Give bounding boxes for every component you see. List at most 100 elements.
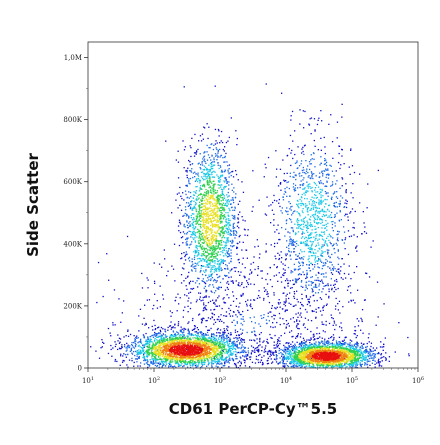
- data-point: [190, 217, 192, 219]
- data-point: [184, 212, 186, 215]
- data-point: [208, 126, 210, 128]
- data-point: [281, 308, 284, 310]
- data-point: [313, 366, 315, 368]
- data-point: [225, 315, 227, 317]
- data-point: [123, 336, 125, 338]
- data-point: [227, 140, 229, 142]
- data-point: [207, 259, 209, 261]
- data-point: [299, 227, 301, 229]
- data-point: [315, 197, 317, 199]
- data-point: [298, 268, 300, 270]
- data-point: [317, 250, 319, 252]
- data-point: [235, 358, 237, 360]
- data-point: [184, 363, 186, 365]
- data-point: [227, 203, 229, 205]
- data-point: [326, 366, 328, 368]
- data-point: [136, 335, 138, 337]
- data-point: [226, 275, 228, 277]
- data-point: [314, 286, 317, 288]
- data-point: [286, 278, 288, 280]
- data-point: [296, 203, 298, 205]
- data-point: [338, 366, 341, 369]
- data-point: [321, 337, 323, 339]
- data-point: [203, 252, 205, 254]
- data-point: [249, 269, 252, 271]
- data-point: [231, 239, 233, 241]
- data-point: [304, 197, 306, 200]
- data-point: [313, 266, 316, 268]
- data-point: [194, 235, 197, 237]
- data-point: [335, 343, 337, 346]
- data-point: [347, 343, 349, 345]
- data-point: [313, 220, 315, 222]
- data-point: [203, 338, 205, 340]
- data-point: [296, 220, 298, 222]
- data-point: [346, 200, 348, 202]
- data-point: [259, 344, 261, 346]
- data-point: [292, 230, 294, 233]
- data-point: [294, 188, 296, 191]
- data-point: [197, 286, 199, 288]
- data-point: [314, 217, 316, 219]
- data-point: [101, 346, 103, 348]
- data-point: [335, 324, 337, 326]
- data-point: [359, 346, 361, 349]
- data-point: [182, 365, 184, 368]
- data-point: [138, 315, 140, 317]
- data-point: [282, 292, 284, 294]
- data-point: [235, 363, 237, 365]
- data-point: [237, 347, 239, 349]
- data-point: [354, 348, 356, 351]
- data-point: [95, 350, 97, 352]
- data-point: [236, 247, 238, 250]
- data-point: [126, 235, 129, 238]
- data-point: [214, 341, 216, 343]
- data-point: [193, 207, 195, 209]
- data-point: [272, 322, 274, 324]
- data-point: [169, 338, 171, 340]
- data-point: [301, 341, 303, 343]
- data-point: [302, 208, 304, 210]
- data-point: [133, 335, 135, 337]
- data-point: [136, 355, 138, 357]
- data-point: [269, 333, 271, 336]
- data-point: [258, 354, 260, 357]
- data-point: [222, 218, 225, 220]
- data-point: [195, 335, 197, 337]
- data-point: [159, 285, 161, 287]
- data-point: [196, 199, 198, 202]
- data-point: [311, 357, 313, 359]
- data-point: [208, 183, 210, 185]
- data-point: [351, 208, 354, 210]
- data-point: [208, 156, 211, 159]
- data-point: [215, 365, 217, 367]
- data-point: [363, 231, 366, 233]
- data-point: [110, 335, 112, 337]
- data-point: [265, 322, 268, 325]
- data-point: [307, 207, 309, 209]
- data-point: [196, 185, 198, 188]
- data-point: [305, 281, 308, 283]
- data-point: [323, 366, 325, 369]
- data-point: [348, 265, 350, 267]
- data-point: [234, 348, 236, 350]
- data-point: [192, 337, 194, 339]
- data-point: [366, 207, 368, 209]
- data-point: [289, 355, 292, 357]
- data-point: [333, 266, 335, 268]
- data-point: [198, 234, 201, 236]
- data-point: [174, 333, 176, 335]
- data-point: [237, 259, 239, 261]
- data-point: [291, 240, 293, 242]
- data-point: [291, 348, 293, 350]
- data-point: [333, 204, 335, 207]
- data-point: [311, 224, 313, 226]
- data-point: [334, 214, 336, 216]
- data-point: [356, 236, 358, 238]
- data-point: [239, 342, 241, 344]
- data-point: [226, 238, 228, 240]
- data-point: [296, 255, 299, 257]
- data-point: [379, 346, 382, 348]
- data-point: [372, 359, 374, 361]
- data-point: [325, 293, 327, 296]
